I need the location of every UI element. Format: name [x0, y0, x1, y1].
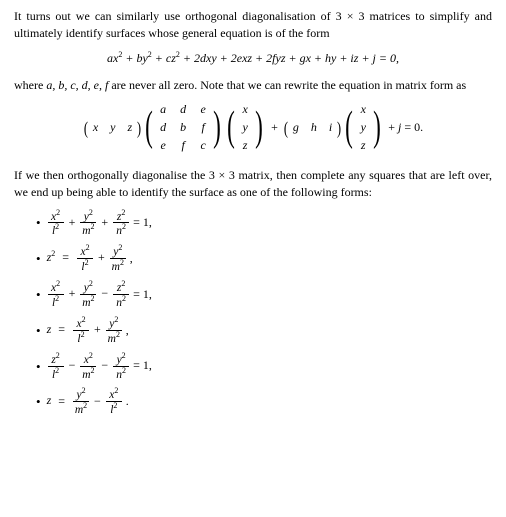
list-item: •z2 = x2l2+y2m2,	[36, 244, 492, 273]
equation-general-form: ax2 + by2 + cz2 + 2dxy + 2exz + 2fyz + g…	[14, 49, 492, 67]
intro-paragraph-1: It turns out we can similarly use orthog…	[14, 8, 492, 43]
list-item: •z2l2−x2m2−y2n2 = 1,	[36, 352, 492, 381]
bullet-icon: •	[36, 252, 41, 265]
bullet-icon: •	[36, 216, 41, 229]
list-item: •z = x2l2+y2m2,	[36, 316, 492, 345]
bullet-icon: •	[36, 395, 41, 408]
bullet-icon: •	[36, 324, 41, 337]
column-vector-xyz-2: x y z	[356, 101, 370, 155]
forms-list: •x2l2+y2m2+z2n2 = 1, •z2 = x2l2+y2m2, •x2l…	[14, 209, 492, 417]
list-item: •z = y2m2−x2l2.	[36, 387, 492, 416]
bullet-icon: •	[36, 360, 41, 373]
intro-paragraph-2: where a, b, c, d, e, f are never all zer…	[14, 77, 492, 94]
matrix-A: ade dbf efc	[156, 101, 210, 155]
bullet-icon: •	[36, 288, 41, 301]
list-item: •x2l2+y2m2−z2n2 = 1,	[36, 280, 492, 309]
matrix-equation: ( x y z ) ( ade dbf efc ) ( x y z ) + ( …	[14, 101, 492, 155]
column-vector-xyz-1: x y z	[238, 101, 252, 155]
row-vector-ghi: ( g h i )	[283, 119, 342, 136]
intro-paragraph-3: If we then orthogonally diagonalise the …	[14, 167, 492, 202]
row-vector-xyz: ( x y z )	[83, 119, 142, 136]
list-item: •x2l2+y2m2+z2n2 = 1,	[36, 209, 492, 238]
